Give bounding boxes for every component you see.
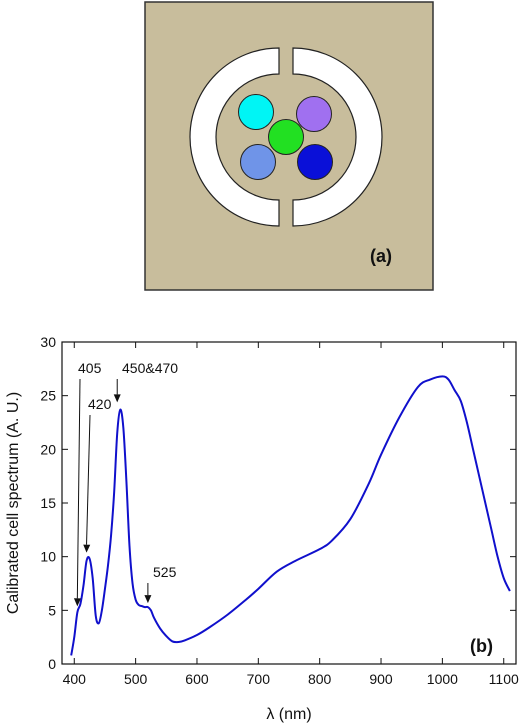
x-tick-label: 1100 — [489, 671, 519, 687]
plot-frame — [61, 341, 517, 665]
right-bracket — [292, 47, 383, 227]
x-axis-ticks: 400 500 600 700 800 900 1000 1100 — [63, 342, 519, 687]
x-tick-label: 800 — [308, 671, 332, 687]
panel-a-label: (a) — [370, 246, 392, 266]
y-axis-title: Calibrated cell spectrum (A. U.) — [5, 392, 22, 614]
annotation-arrowhead — [83, 544, 91, 553]
x-tick-label: 600 — [185, 671, 209, 687]
led-bottom-right — [297, 144, 333, 180]
annotation-label: 405 — [78, 360, 102, 376]
led-bottom-left — [240, 144, 276, 180]
x-tick-label: 700 — [247, 671, 271, 687]
x-tick-label: 400 — [63, 671, 87, 687]
annotation-label: 450&470 — [122, 360, 178, 376]
y-tick-label: 0 — [48, 656, 56, 672]
spectrum-line — [70, 375, 511, 656]
panel-b-label: (b) — [470, 636, 493, 656]
annotation-arrowhead — [144, 595, 152, 604]
annotation-label: 420 — [88, 396, 112, 412]
y-tick-label: 5 — [48, 602, 56, 618]
annotation-label: 525 — [153, 564, 177, 580]
led-center — [268, 119, 304, 155]
x-axis-title: λ (nm) — [266, 706, 311, 723]
y-tick-label: 20 — [40, 441, 56, 457]
annotation-arrowhead — [113, 394, 121, 403]
annotation-arrowhead — [73, 598, 81, 607]
led-array-panel: (a) — [144, 1, 434, 291]
y-tick-label: 15 — [40, 495, 56, 511]
annotation-arrow-line — [86, 414, 91, 545]
annotation-arrow-line — [76, 378, 81, 599]
left-bracket — [189, 47, 280, 227]
y-tick-label: 30 — [40, 334, 56, 350]
led-top-left — [238, 94, 274, 130]
y-tick-label: 10 — [40, 549, 56, 565]
y-axis-ticks: 0 5 10 15 20 25 30 — [40, 334, 516, 672]
y-tick-label: 25 — [40, 388, 56, 404]
peak-annotations: 405 420 450&470 525 — [73, 360, 178, 607]
x-tick-label: 900 — [369, 671, 393, 687]
x-tick-label: 1000 — [427, 671, 458, 687]
led-top-right — [296, 96, 332, 132]
x-tick-label: 500 — [124, 671, 148, 687]
